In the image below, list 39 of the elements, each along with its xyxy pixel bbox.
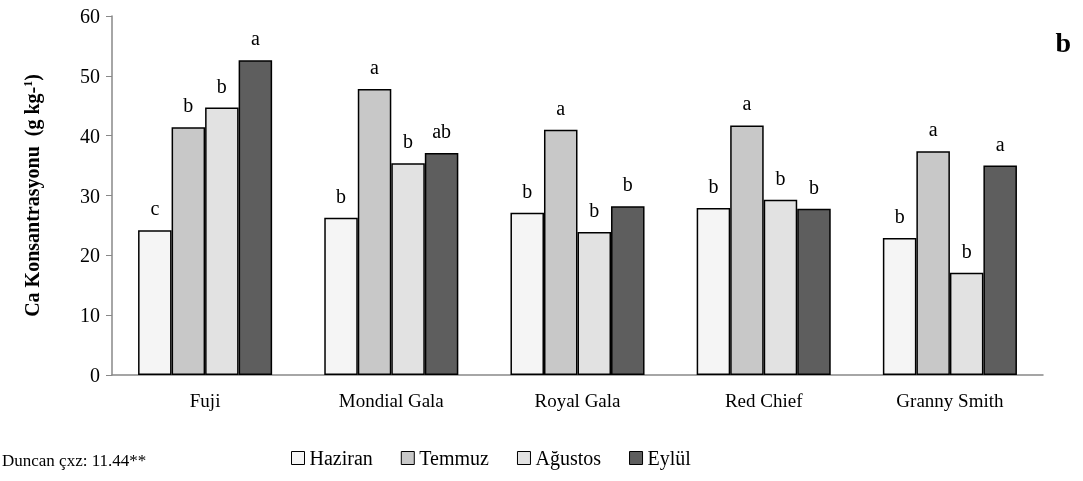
x-tick-label: Royal Gala bbox=[534, 390, 622, 411]
y-tick-label: 50 bbox=[80, 64, 100, 87]
data-label: b bbox=[894, 204, 905, 227]
data-label: a bbox=[742, 92, 752, 115]
x-tick-label: Mondial Gala bbox=[338, 390, 445, 411]
y-tick-label: 60 bbox=[80, 5, 100, 27]
data-label: b bbox=[183, 94, 194, 117]
data-label: b bbox=[336, 184, 347, 207]
data-label: b bbox=[589, 199, 600, 221]
y-tick-label: 10 bbox=[80, 304, 100, 327]
legend-label: Haziran bbox=[309, 447, 373, 469]
legend-label: Temmuz bbox=[419, 447, 490, 469]
data-label: b bbox=[708, 175, 719, 198]
data-label: b bbox=[961, 239, 972, 262]
y-tick-label: 20 bbox=[80, 244, 100, 267]
y-axis-title: Ca Konsantrasyonu (g kg-1) bbox=[21, 74, 44, 317]
legend-label: Eylül bbox=[647, 447, 692, 470]
data-label: a bbox=[556, 96, 566, 119]
data-label: a bbox=[370, 56, 380, 78]
data-label: b bbox=[775, 166, 786, 189]
data-label: a bbox=[250, 27, 260, 50]
y-tick-label: 40 bbox=[80, 124, 100, 147]
x-tick-label: Fuji bbox=[189, 390, 221, 411]
text: Duncan çxz: 11.44** bbox=[2, 451, 147, 470]
data-label: b bbox=[403, 130, 414, 153]
data-label: b bbox=[808, 175, 819, 198]
y-tick-label: 0 bbox=[90, 364, 100, 386]
x-tick-label: Red Chief bbox=[724, 390, 804, 411]
data-label: a bbox=[995, 132, 1005, 155]
text: b bbox=[1055, 26, 1072, 58]
data-label: ab bbox=[432, 120, 452, 143]
y-tick-label: 30 bbox=[80, 184, 100, 207]
x-tick-label: Granny Smith bbox=[896, 390, 1004, 411]
data-label: b bbox=[216, 74, 227, 97]
data-label: c bbox=[150, 197, 160, 220]
data-label: b bbox=[622, 173, 633, 196]
data-label: a bbox=[928, 118, 938, 141]
legend-label: Ağustos bbox=[535, 447, 602, 470]
data-label: b bbox=[522, 179, 533, 202]
